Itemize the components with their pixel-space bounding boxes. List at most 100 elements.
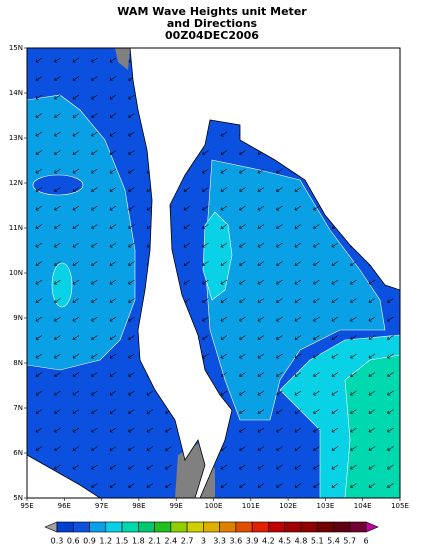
arrow — [109, 94, 117, 100]
arrow — [350, 372, 357, 377]
arrow — [109, 76, 117, 81]
arrow — [220, 483, 228, 488]
lon-label: 100E — [205, 502, 223, 510]
arrow — [294, 409, 302, 414]
arrow — [294, 483, 302, 488]
arrow — [313, 298, 320, 303]
arrow — [368, 298, 376, 303]
arrow — [54, 131, 61, 137]
arrow — [109, 242, 117, 248]
arrow — [202, 224, 209, 229]
arrow — [313, 483, 320, 488]
arrow — [91, 446, 98, 451]
arrow — [72, 131, 80, 137]
arrow — [220, 150, 228, 155]
lat-label: 5N — [13, 494, 23, 502]
colorbar-label: 0.6 — [67, 537, 80, 546]
arrow — [35, 372, 43, 377]
arrow — [72, 261, 80, 266]
arrow — [54, 224, 61, 229]
arrow — [91, 353, 98, 359]
arrow — [109, 187, 117, 192]
colorbar-label: 1.2 — [99, 537, 112, 546]
lon-label: 105E — [391, 502, 409, 510]
arrow — [331, 372, 339, 377]
arrow — [72, 409, 80, 414]
arrow — [350, 483, 357, 488]
arrow — [276, 483, 283, 488]
arrow — [109, 372, 117, 377]
arrow — [72, 316, 80, 322]
arrow — [239, 409, 246, 414]
lon-label: 99E — [170, 502, 183, 510]
arrow — [202, 316, 209, 322]
arrow — [276, 187, 283, 192]
arrow — [35, 446, 43, 451]
arrow — [220, 390, 228, 396]
colorbar-box — [235, 521, 253, 533]
colorbar-box — [268, 521, 285, 533]
arrow — [91, 372, 98, 377]
arrow — [220, 242, 228, 248]
colorbar-box — [138, 521, 155, 533]
arrow — [257, 464, 265, 470]
arrow — [109, 205, 117, 211]
arrow — [128, 131, 135, 137]
arrow — [239, 224, 246, 229]
colorbar-end — [44, 521, 58, 533]
arrow — [294, 372, 302, 377]
arrow — [313, 427, 320, 433]
arrow — [294, 316, 302, 322]
arrow — [54, 279, 61, 285]
arrow — [276, 316, 283, 322]
arrow — [239, 242, 246, 248]
colorbar-label: 2.4 — [164, 537, 177, 546]
arrow — [220, 372, 228, 377]
arrow — [387, 464, 394, 470]
arrow — [91, 168, 98, 174]
arrow — [72, 279, 80, 285]
arrow — [276, 168, 283, 174]
arrow — [91, 205, 98, 211]
wave-zone — [27, 94, 136, 371]
arrow — [54, 372, 61, 377]
arrow — [276, 205, 283, 211]
lat-label: 11N — [9, 224, 23, 232]
arrow — [91, 76, 98, 81]
colorbar-label: 3.9 — [246, 537, 259, 546]
arrow — [91, 224, 98, 229]
arrow — [368, 464, 376, 470]
arrow — [128, 113, 135, 118]
lat-label: 7N — [13, 404, 23, 412]
arrow — [368, 372, 376, 377]
arrow — [35, 390, 43, 396]
colorbar-label: 3.3 — [213, 537, 226, 546]
arrow — [350, 335, 357, 340]
arrow — [109, 113, 117, 118]
lat-label: 8N — [13, 359, 23, 367]
arrow — [54, 168, 61, 174]
colorbar-box — [349, 521, 367, 533]
arrow — [239, 168, 246, 174]
arrow — [91, 390, 98, 396]
lat-label: 10N — [9, 269, 23, 277]
arrow — [35, 76, 43, 81]
arrow — [387, 390, 394, 396]
arrow — [91, 131, 98, 137]
arrow — [294, 298, 302, 303]
arrow — [239, 446, 246, 451]
arrow — [368, 316, 376, 322]
arrow — [257, 427, 265, 433]
arrow — [294, 242, 302, 248]
arrow — [91, 187, 98, 192]
arrow — [387, 409, 394, 414]
arrow — [239, 187, 246, 192]
arrow — [220, 224, 228, 229]
arrow — [91, 279, 98, 285]
arrow — [257, 353, 265, 359]
arrow — [54, 150, 61, 155]
arrow — [239, 427, 246, 433]
arrow — [220, 279, 228, 285]
arrow — [35, 205, 43, 211]
arrow — [35, 261, 43, 266]
